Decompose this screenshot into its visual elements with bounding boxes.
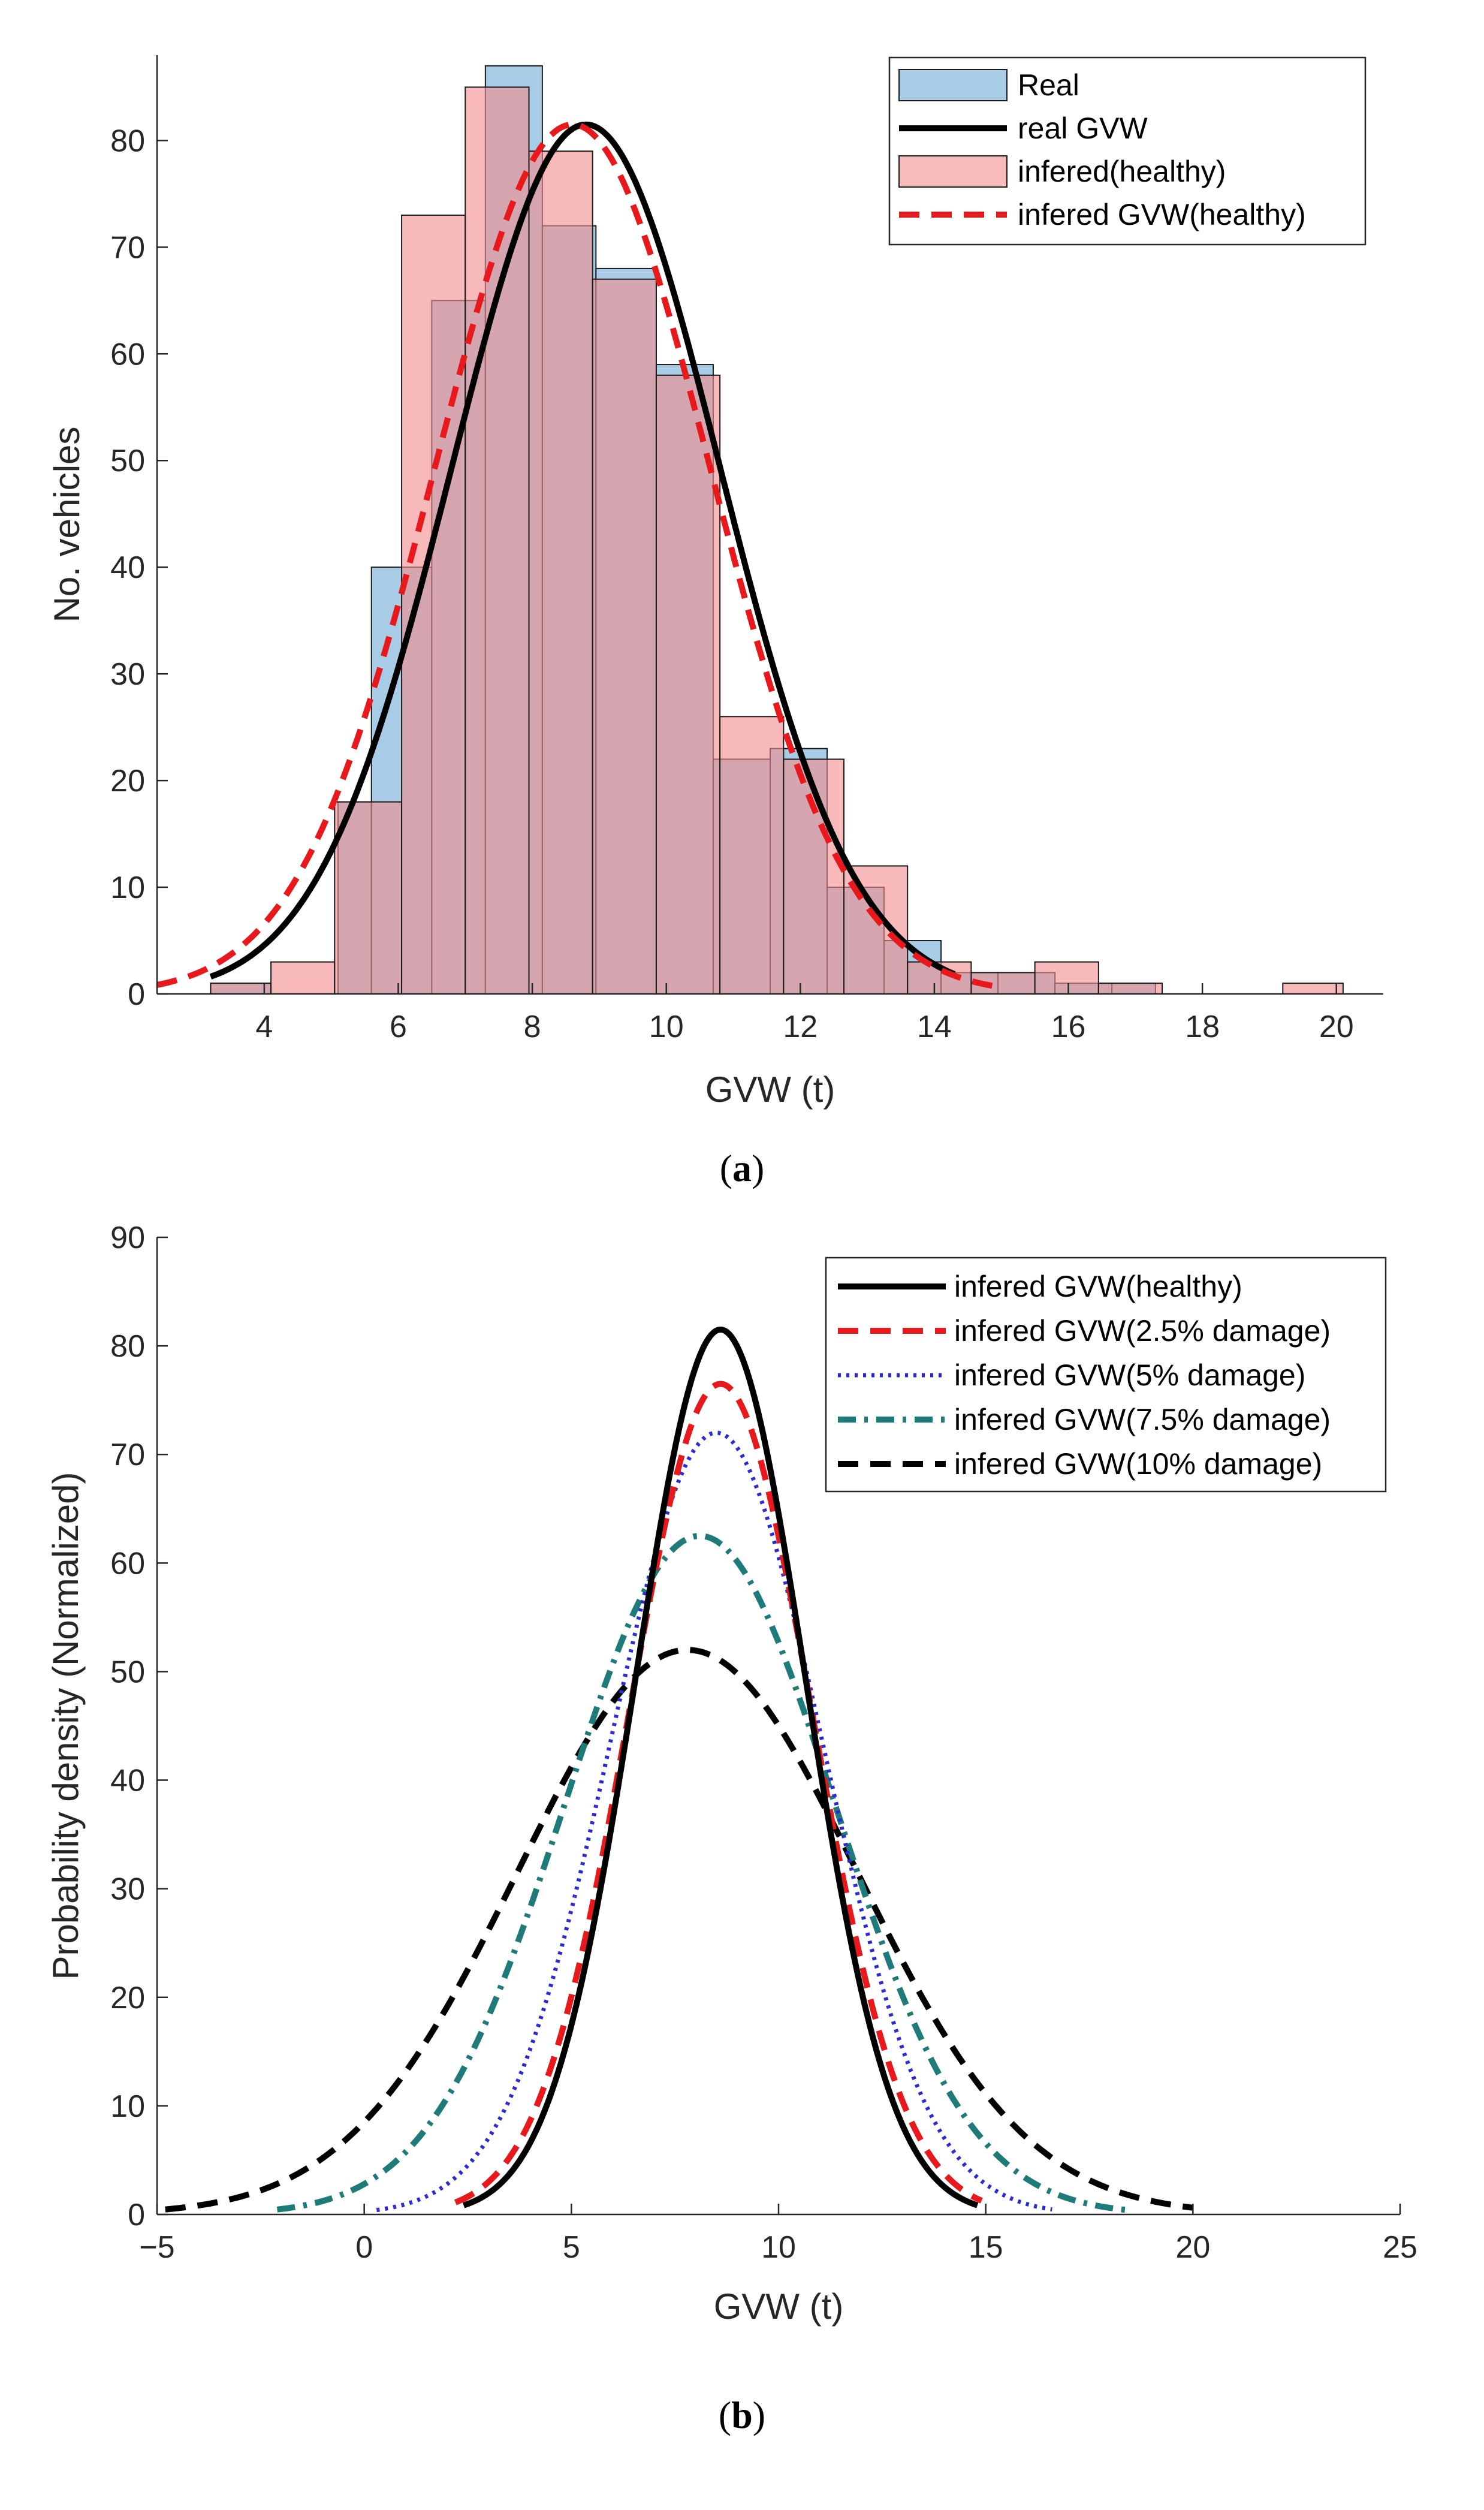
x-axis-label-a: GVW (t) <box>705 1069 835 1110</box>
fit-curves-a <box>156 121 1002 990</box>
y-tick-label-b: 70 <box>110 1438 145 1472</box>
panel-caption-a-letter: a <box>732 1147 752 1189</box>
y-tick-label-a: 20 <box>110 764 145 799</box>
legend-label-a: Real <box>1018 68 1079 102</box>
y-tick-label-a: 40 <box>110 550 145 585</box>
y-tick-label-a: 30 <box>110 657 145 692</box>
y-tick-label-a: 70 <box>110 230 145 265</box>
y-tick-label-a: 50 <box>110 444 145 478</box>
y-tick-label-b: 10 <box>110 2089 145 2124</box>
y-tick-label-a: 60 <box>110 337 145 372</box>
y-tick-label-b: 0 <box>128 2198 145 2232</box>
y-tick-label-a: 80 <box>110 123 145 158</box>
axes-a <box>156 55 1383 995</box>
density-curves-b <box>165 1326 1193 2213</box>
legend-label-a: real GVW <box>1018 112 1148 145</box>
density-curve-4 <box>165 1647 1193 2213</box>
infered-bar-8 <box>719 716 785 995</box>
y-tick-label-a: 0 <box>128 977 145 1012</box>
legend-b: infered GVW(healthy) infered GVW(2.5% dam… <box>825 1256 1387 1493</box>
density-curve-1 <box>454 1381 983 2205</box>
y-axis-label-a: No. vehicles <box>47 427 87 623</box>
x-tick-label-a: 8 <box>524 1010 541 1044</box>
legend-swatch-a <box>898 155 1008 188</box>
panel-caption-b: (b) <box>719 2394 765 2436</box>
infered-bar-7 <box>655 374 721 995</box>
x-tick-label-a: 20 <box>1319 1010 1354 1044</box>
legend-box-b <box>825 1256 1387 1493</box>
panel-caption-b-letter: b <box>731 2394 753 2436</box>
x-ticks-b: −5 0 5 10 15 20 25 <box>139 2204 1417 2265</box>
x-tick-label-a: 6 <box>390 1010 407 1044</box>
y-tick-label-b: 90 <box>110 1221 145 1255</box>
infered-bar-0 <box>210 983 272 995</box>
x-tick-label-b: 25 <box>1383 2230 1417 2265</box>
y-ticks-b: 0 10 20 30 40 50 60 70 80 90 <box>110 1221 168 2232</box>
legend-label-a: infered(healthy) <box>1018 155 1226 188</box>
legend-label-b: infered GVW(10% damage) <box>954 1447 1322 1481</box>
density-curve-2 <box>376 1430 1052 2213</box>
x-tick-label-a: 14 <box>917 1010 952 1044</box>
y-axis-label-b: Probability density (Normalized) <box>46 1472 86 1980</box>
density-curve-3 <box>276 1533 1127 2213</box>
x-tick-label-a: 4 <box>255 1010 273 1044</box>
histogram-panel-a: 4 6 8 10 12 14 16 18 20 0 10 20 30 40 50 60 70 80 GVW (t… <box>47 55 1383 1189</box>
y-tick-label-b: 40 <box>110 1764 145 1798</box>
y-tick-label-b: 80 <box>110 1329 145 1364</box>
x-tick-label-a: 18 <box>1185 1010 1220 1044</box>
y-tick-label-b: 60 <box>110 1546 145 1581</box>
y-tick-label-b: 50 <box>110 1655 145 1689</box>
infered-gvw-healthy-curve <box>156 121 1002 990</box>
infered-bar-14 <box>1097 983 1163 995</box>
x-tick-label-b: 0 <box>355 2230 373 2265</box>
infered-bar-3 <box>401 214 466 995</box>
x-tick-label-a: 16 <box>1051 1010 1086 1044</box>
y-tick-label-b: 20 <box>110 1981 145 2015</box>
infered-bar-4 <box>464 86 530 995</box>
x-tick-label-a: 12 <box>783 1010 818 1044</box>
x-tick-label-b: 15 <box>969 2230 1003 2265</box>
panel-caption-a: (a) <box>720 1147 765 1189</box>
x-tick-label-b: 5 <box>563 2230 580 2265</box>
infered-bar-13 <box>1034 961 1099 995</box>
legend-a: Real real GVW infered(healthy) infered GVW(… <box>888 56 1367 246</box>
legend-swatch-a <box>898 69 1008 101</box>
legend-label-b: infered GVW(2.5% damage) <box>954 1314 1331 1348</box>
x-tick-label-b: 20 <box>1175 2230 1210 2265</box>
x-tick-label-a: 10 <box>649 1010 684 1044</box>
y-tick-label-a: 10 <box>110 870 145 905</box>
y-tick-label-b: 30 <box>110 1872 145 1907</box>
legend-label-b: infered GVW(5% damage) <box>954 1358 1305 1392</box>
legend-label-b: infered GVW(healthy) <box>954 1270 1242 1303</box>
infered-bar-1 <box>270 961 336 995</box>
infered-bar-6 <box>592 278 657 995</box>
legend-label-a: infered GVW(healthy) <box>1018 198 1306 231</box>
density-curve-0 <box>462 1326 979 2208</box>
x-axis-label-b: GVW (t) <box>714 2286 844 2327</box>
x-tick-label-b: −5 <box>139 2230 174 2265</box>
y-ticks-a: 0 10 20 30 40 50 60 70 80 <box>110 123 168 1012</box>
x-ticks-a: 4 6 8 10 12 14 16 18 20 <box>255 983 1354 1044</box>
infered-bar-5 <box>528 150 593 995</box>
infered-bar-15 <box>1282 983 1344 995</box>
legend-label-b: infered GVW(7.5% damage) <box>954 1403 1331 1436</box>
infered-bar-2 <box>334 801 403 995</box>
x-tick-label-b: 10 <box>761 2230 796 2265</box>
